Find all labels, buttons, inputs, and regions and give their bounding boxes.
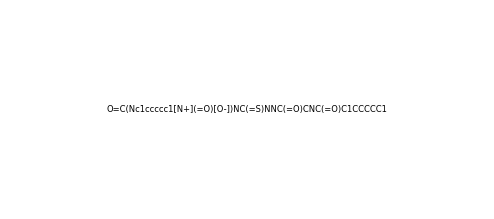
Text: O=C(Nc1ccccc1[N+](=O)[O-])NC(=S)NNC(=O)CNC(=O)C1CCCCC1: O=C(Nc1ccccc1[N+](=O)[O-])NC(=S)NNC(=O)C… bbox=[107, 105, 387, 114]
